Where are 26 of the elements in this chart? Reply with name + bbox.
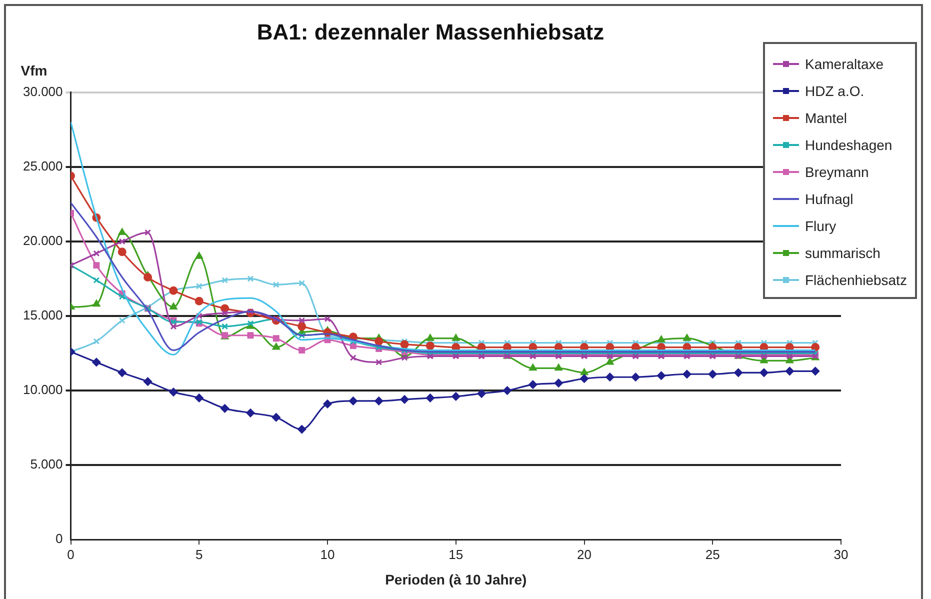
legend-label: summarisch	[805, 244, 880, 261]
chart-title: BA1: dezennaler Massenhiebsatz	[256, 19, 604, 44]
x-tick-label: 10	[320, 546, 335, 562]
y-tick-label: 20.000	[22, 233, 63, 248]
y-tick-label: 30.000	[22, 84, 63, 99]
x-tick-label: 25	[705, 546, 720, 562]
legend-label: Flächenhiebsatz	[805, 272, 907, 288]
legend-label: Hufnagl	[805, 190, 854, 207]
legend-label: Mantel	[805, 110, 848, 126]
legend-label: HDZ a.O.	[805, 82, 864, 99]
x-tick-label: 0	[67, 546, 74, 562]
x-tick-label: 20	[577, 546, 592, 562]
x-tick-label: 30	[834, 546, 848, 562]
legend-label: Kameraltaxe	[805, 56, 884, 72]
legend-label: Hundeshagen	[805, 136, 892, 153]
legend-label: Flury	[805, 218, 836, 234]
x-tick-label: 5	[196, 546, 203, 562]
y-axis-title: Vfm	[20, 62, 48, 78]
legend-label: Breymann	[805, 164, 869, 180]
y-tick-label: 15.000	[22, 308, 63, 323]
y-tick-label: 25.000	[22, 158, 63, 174]
x-axis-title: Perioden (à 10 Jahre)	[385, 571, 527, 588]
y-tick-label: 0	[56, 531, 63, 546]
x-tick-label: 15	[448, 546, 464, 562]
y-tick-label: 10.000	[22, 382, 63, 398]
y-tick-label: 5.000	[30, 456, 63, 472]
